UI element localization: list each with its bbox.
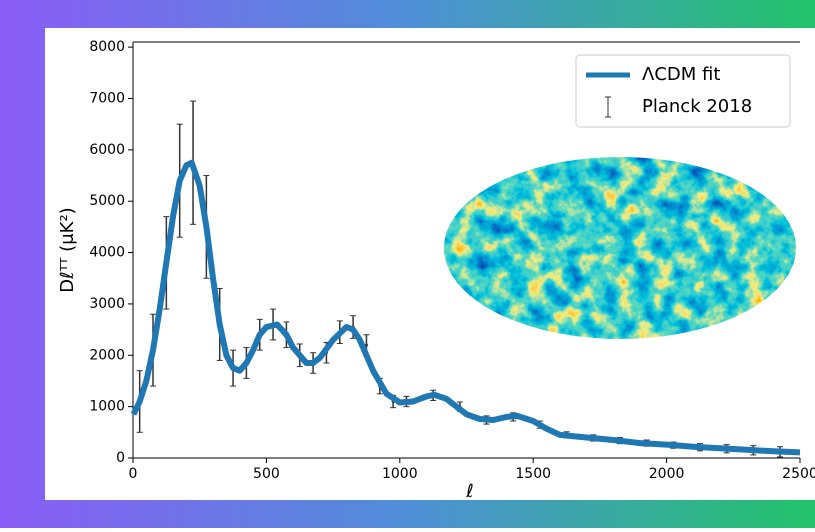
x-tick-label: 1000 bbox=[382, 466, 418, 482]
x-tick-label: 2500 bbox=[782, 466, 815, 482]
y-tick-label: 4000 bbox=[89, 245, 125, 261]
data-point bbox=[364, 343, 368, 347]
x-axis-label: ℓ bbox=[465, 481, 473, 502]
x-tick-label: 0 bbox=[129, 466, 138, 482]
y-tick-label: 6000 bbox=[89, 142, 125, 158]
y-tick-label: 5000 bbox=[89, 193, 125, 209]
x-tick-label: 500 bbox=[253, 466, 280, 482]
y-axis-label: Dℓᵀᵀ (μK²) bbox=[57, 207, 78, 292]
y-tick-label: 8000 bbox=[89, 39, 125, 55]
x-tick-label: 1500 bbox=[515, 466, 551, 482]
y-tick-label: 7000 bbox=[89, 90, 125, 106]
y-tick-label: 3000 bbox=[89, 296, 125, 312]
fit-line bbox=[130, 159, 801, 456]
legend-label: Planck 2018 bbox=[642, 96, 752, 117]
legend-label: ΛCDM fit bbox=[642, 64, 720, 85]
sky-map bbox=[444, 157, 796, 339]
y-tick-label: 2000 bbox=[89, 347, 125, 363]
x-tick-label: 2000 bbox=[649, 466, 685, 482]
y-tick-label: 0 bbox=[116, 450, 125, 466]
plot-area bbox=[128, 41, 801, 463]
y-tick-label: 1000 bbox=[89, 399, 125, 415]
